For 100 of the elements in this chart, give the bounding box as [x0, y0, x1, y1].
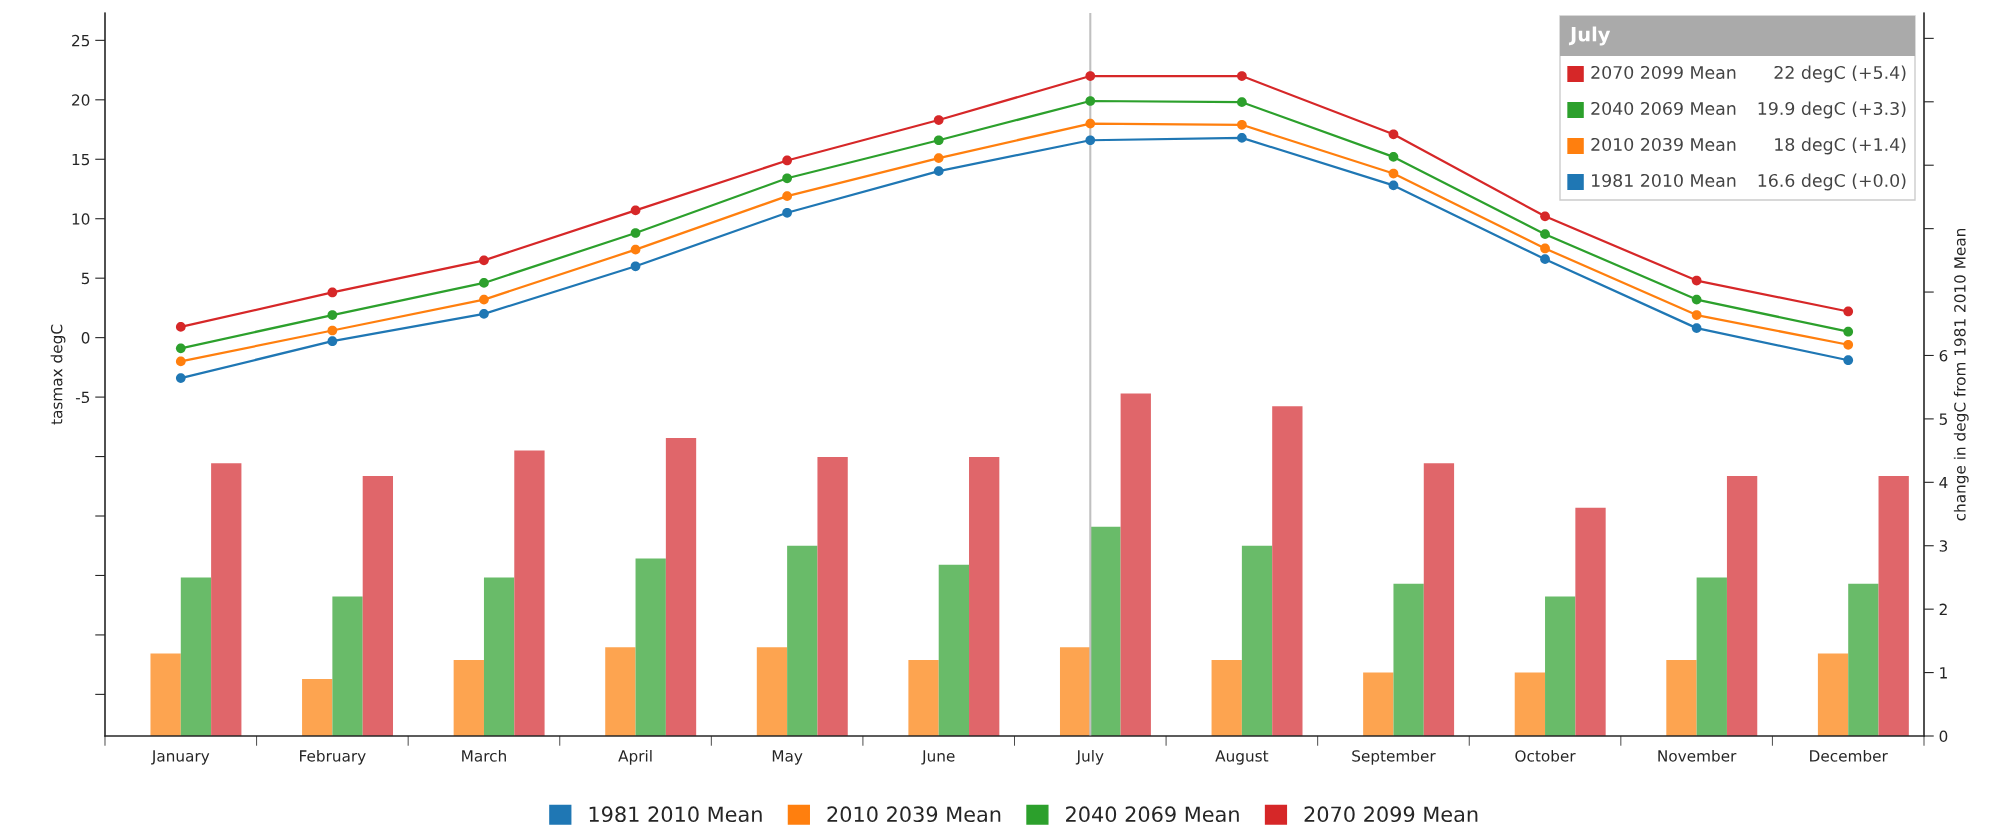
point	[479, 255, 489, 266]
point	[933, 153, 944, 163]
point	[1085, 96, 1096, 106]
legend-label: 1981 2010 Mean	[589, 806, 762, 823]
legend-label: 2070 2099 Mean	[1304, 806, 1478, 823]
bar	[1696, 577, 1727, 736]
point	[1540, 243, 1550, 254]
annotation: 1981 2010 Mean	[1592, 173, 1736, 188]
y2-tick-label: 2	[1939, 603, 1947, 615]
annotation: 16.6 degC (+0.0)	[1758, 173, 1906, 191]
y2-tick-label: 1	[1940, 667, 1947, 679]
x-tick-label: October	[1515, 749, 1576, 762]
point	[630, 261, 641, 272]
annotation: 2070 2099 Mean	[1591, 65, 1736, 80]
point	[782, 207, 792, 218]
y2-tick-label: 0	[1939, 730, 1948, 743]
annotation: 18 degC (+1.4)	[1775, 137, 1906, 155]
bar	[1545, 596, 1576, 736]
y2-tick-label: 6	[1939, 349, 1948, 362]
bar	[1090, 526, 1121, 736]
point	[782, 155, 792, 166]
bar	[332, 596, 363, 736]
bar	[302, 678, 333, 736]
bar	[483, 577, 515, 736]
bar	[1211, 659, 1242, 736]
bar	[1575, 507, 1606, 736]
bar	[211, 463, 242, 736]
bar	[1726, 475, 1758, 736]
point	[630, 228, 641, 238]
point	[782, 191, 792, 201]
point	[1843, 355, 1854, 366]
y2-tick-label: 5	[1939, 413, 1947, 425]
bar	[1059, 647, 1091, 736]
point	[175, 322, 186, 332]
point	[479, 278, 489, 288]
point	[630, 205, 641, 216]
point	[175, 373, 186, 383]
legend-label: 2010 2039 Mean	[827, 806, 1001, 823]
bar	[362, 475, 394, 736]
x-tick-label: June	[921, 750, 955, 765]
bar	[635, 558, 666, 736]
y2-axis-title: change in degC from 1981 2010 Mean	[1953, 228, 1969, 521]
bar	[1393, 583, 1424, 736]
y-tick-label: 5	[81, 272, 90, 285]
point	[1237, 97, 1247, 108]
bar	[817, 456, 848, 736]
y2-tick-label: 3	[1939, 540, 1948, 552]
point	[1388, 168, 1399, 179]
bar	[1514, 672, 1546, 736]
point	[1540, 254, 1550, 265]
annotation: 2010 2039 Mean	[1591, 137, 1736, 152]
bar	[756, 647, 788, 736]
y-axis-title: tasmax degC	[50, 324, 66, 425]
point	[479, 308, 489, 319]
point	[327, 336, 338, 347]
point	[933, 166, 944, 177]
x-tick-label: February	[300, 749, 366, 765]
bar	[1363, 672, 1394, 736]
bar	[150, 653, 181, 736]
point	[1085, 118, 1096, 129]
y-tick-label: 15	[72, 153, 90, 166]
point	[1843, 326, 1854, 337]
x-tick-label: April	[618, 749, 652, 765]
bar	[787, 545, 818, 736]
point	[327, 325, 338, 336]
point	[1843, 339, 1854, 350]
bar	[1423, 463, 1455, 736]
x-tick-label: May	[772, 750, 803, 765]
annotation: 22 degC (+5.4)	[1774, 65, 1906, 83]
bar	[514, 450, 545, 736]
bar	[665, 437, 697, 736]
point	[1237, 71, 1247, 81]
y-tick-label: 25	[72, 34, 90, 47]
x-tick-label: March	[462, 749, 506, 762]
point	[327, 287, 338, 298]
point	[1085, 135, 1096, 146]
x-tick-label: December	[1810, 749, 1888, 762]
bar	[1241, 545, 1273, 736]
annotation: 19.9 degC (+3.3)	[1758, 101, 1906, 119]
point	[479, 294, 489, 305]
bar	[969, 456, 1000, 736]
point	[1843, 306, 1854, 317]
x-tick-label: November	[1658, 749, 1737, 762]
point	[1691, 323, 1702, 333]
bar	[180, 577, 212, 736]
point	[175, 343, 186, 354]
point	[1237, 119, 1247, 130]
point	[782, 173, 792, 184]
bar	[1848, 583, 1879, 736]
point	[1388, 129, 1399, 140]
annotation: 2040 2069 Mean	[1591, 101, 1736, 116]
y-tick-label: 0	[81, 332, 90, 344]
x-tick-label: July	[1075, 749, 1104, 765]
y2-tick-label: 4	[1939, 476, 1948, 489]
point	[933, 135, 944, 146]
bar	[908, 659, 939, 736]
point	[1237, 133, 1247, 143]
x-tick-label: January	[151, 750, 210, 765]
x-tick-label: September	[1352, 749, 1436, 765]
point	[933, 115, 944, 125]
